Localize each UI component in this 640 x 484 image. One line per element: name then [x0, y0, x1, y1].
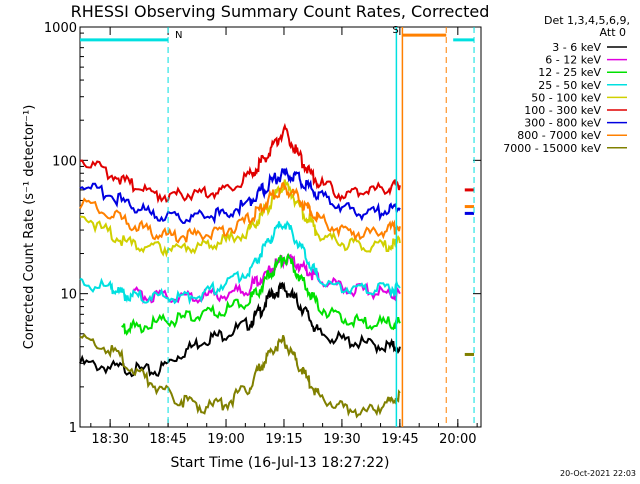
- series-line: [79, 220, 401, 306]
- series-layer: [79, 122, 475, 419]
- legend-label: 300 - 800 keV: [524, 117, 601, 130]
- legend-label: 100 - 300 keV: [524, 104, 601, 117]
- x-tick-label: 19:15: [265, 432, 302, 447]
- x-tick-label: 20:00: [439, 432, 476, 447]
- legend-label: 7000 - 15000 keV: [503, 142, 601, 155]
- legend-label: 6 - 12 keV: [545, 54, 601, 67]
- chart-title: RHESSI Observing Summary Count Rates, Co…: [71, 2, 490, 21]
- plot-frame: [79, 26, 482, 428]
- y-axis-label: Corrected Count Rate (s⁻¹ detector⁻¹): [22, 105, 37, 350]
- x-tick-label: 18:45: [149, 432, 186, 447]
- x-tick-label: 19:00: [207, 432, 244, 447]
- legend-label: 800 - 7000 keV: [517, 129, 601, 142]
- series-line: [79, 333, 401, 419]
- series-line: [79, 179, 401, 258]
- axes-ticks: 18:30 18:45 19:00 19:15 19:30 19:45 20:00 1 10 10…: [44, 21, 481, 447]
- legend-label: 25 - 50 keV: [538, 79, 601, 92]
- x-tick-label: 19:45: [381, 432, 418, 447]
- x-axis-label: Start Time (16-Jul-13 18:27:22): [170, 455, 389, 471]
- legend-label: 12 - 25 keV: [538, 66, 601, 79]
- series-line: [121, 252, 401, 336]
- y-tick-label: 1000: [44, 21, 77, 36]
- series-line: [79, 281, 401, 378]
- legend-label: 3 - 6 keV: [552, 41, 601, 54]
- legend-header-line-2: Att 0: [600, 26, 626, 39]
- y-tick-label: 1: [69, 421, 77, 436]
- x-tick-label: 19:30: [323, 432, 360, 447]
- legend-label: 50 - 100 keV: [531, 91, 601, 104]
- series-line: [79, 167, 401, 225]
- night-marker-label: N: [175, 30, 182, 41]
- saa-marker-label: S: [392, 25, 398, 36]
- y-tick-label: 100: [52, 154, 77, 169]
- series-line: [79, 181, 401, 244]
- series-line: [79, 122, 401, 204]
- y-tick-label: 10: [60, 288, 77, 303]
- timestamp-footer: 20-Oct-2021 22:03: [560, 469, 636, 478]
- legend-header-line-1: Det 1,3,4,5,6,9,: [544, 14, 630, 27]
- x-tick-label: 18:30: [91, 432, 128, 447]
